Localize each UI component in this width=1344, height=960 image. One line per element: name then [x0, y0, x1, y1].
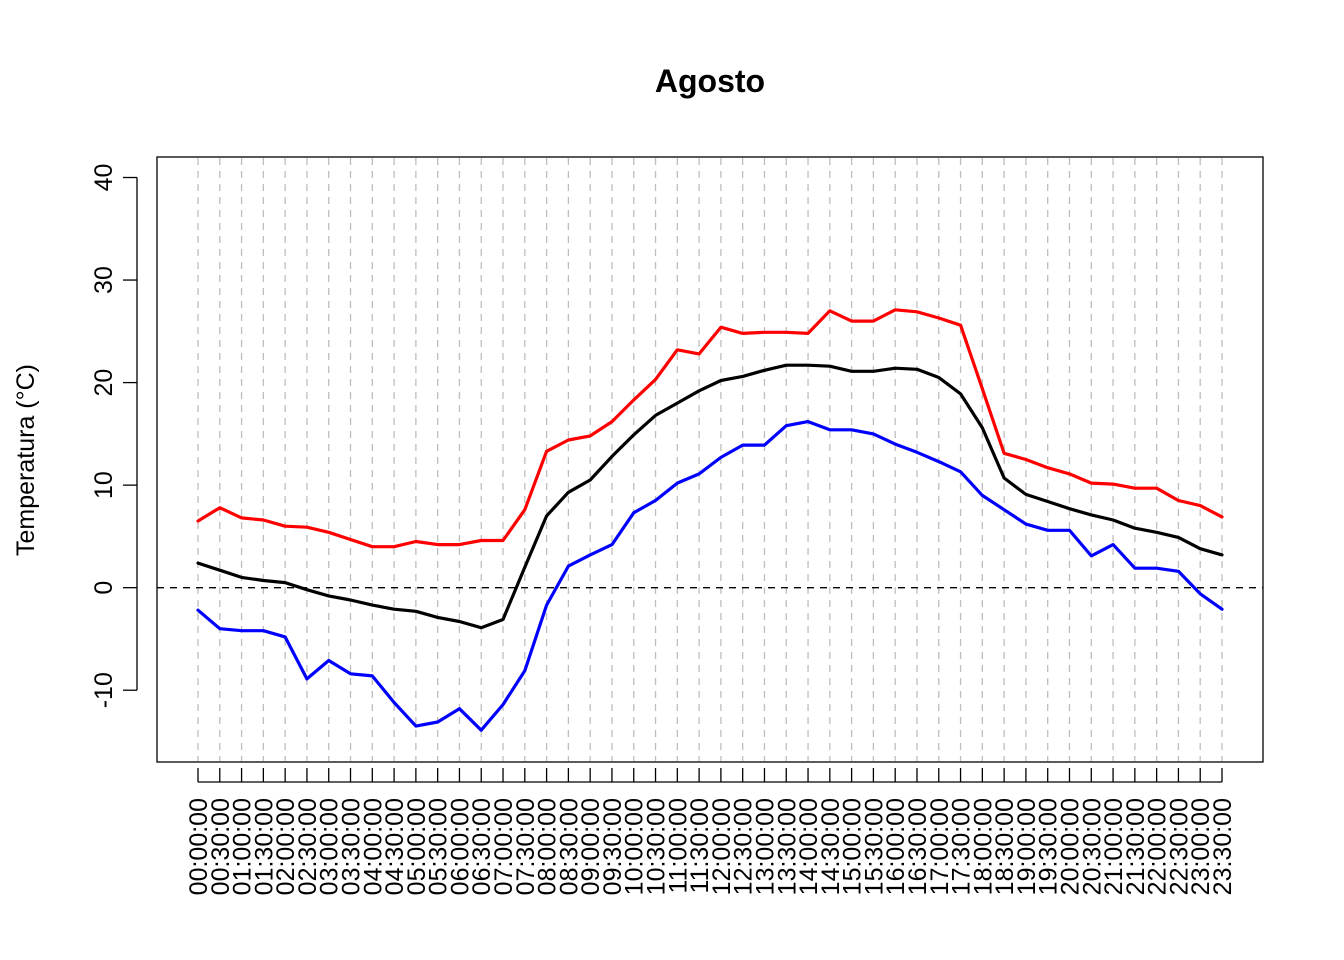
- x-tick-label: 01:30:00: [250, 798, 278, 895]
- x-tick-label: 15:00:00: [839, 798, 867, 895]
- x-tick-label: 20:00:00: [1056, 798, 1084, 895]
- x-tick-label: 21:30:00: [1122, 798, 1150, 895]
- x-tick-label: 20:30:00: [1078, 798, 1106, 895]
- x-tick-label: 08:30:00: [555, 798, 583, 895]
- x-tick-label: 04:30:00: [381, 798, 409, 895]
- series-line-2: [196, 363, 1224, 630]
- x-tick-label: 05:00:00: [403, 798, 431, 895]
- x-tick-label: 13:30:00: [773, 798, 801, 895]
- x-tick-label: 02:30:00: [294, 798, 322, 895]
- x-tick-label: 23:30:00: [1209, 798, 1237, 895]
- x-tick-label: 22:00:00: [1144, 798, 1172, 895]
- x-tick-label: 05:30:00: [425, 798, 453, 895]
- x-tick-label: 00:30:00: [207, 798, 235, 895]
- y-tick-label: 40: [90, 164, 118, 192]
- series-line-3: [196, 420, 1224, 732]
- x-tick-label: 04:00:00: [359, 798, 387, 895]
- x-tick-label: 10:30:00: [643, 798, 671, 895]
- x-tick-label: 03:30:00: [338, 798, 366, 895]
- x-tick-label: 22:30:00: [1165, 798, 1193, 895]
- x-tick-label: 21:00:00: [1100, 798, 1128, 895]
- x-tick-label: 11:00:00: [664, 798, 692, 893]
- x-tick-label: 14:30:00: [817, 798, 845, 895]
- series-lines: [196, 308, 1224, 732]
- x-tick-label: 11:30:00: [686, 798, 714, 893]
- y-tick-label: 10: [90, 471, 118, 499]
- x-tick-label: 16:00:00: [882, 798, 910, 895]
- x-tick-label: 06:00:00: [446, 798, 474, 895]
- y-axis: -10 0 10 20 30 40: [90, 164, 138, 708]
- x-tick-label: 17:00:00: [926, 798, 954, 895]
- x-tick-label: 12:00:00: [708, 798, 736, 895]
- x-tick-label: 18:00:00: [969, 798, 997, 895]
- x-tick-label: 19:30:00: [1035, 798, 1063, 895]
- y-tick-label: -10: [90, 672, 118, 708]
- x-tick-label: 13:00:00: [751, 798, 779, 895]
- x-tick-label: 07:00:00: [490, 798, 518, 895]
- series-line-1: [196, 308, 1224, 549]
- x-axis: 00:00:0000:30:0001:00:0001:30:0002:00:00…: [185, 768, 1237, 895]
- chart-title: Agosto: [655, 63, 765, 99]
- y-tick-label: 0: [90, 581, 118, 595]
- grid-lines: [197, 158, 1223, 761]
- x-tick-label: 02:00:00: [272, 798, 300, 895]
- x-tick-label: 12:30:00: [730, 798, 758, 895]
- y-tick-label: 20: [90, 369, 118, 397]
- x-tick-label: 17:30:00: [948, 798, 976, 895]
- x-tick-label: 14:00:00: [795, 798, 823, 895]
- x-tick-label: 09:00:00: [577, 798, 605, 895]
- x-tick-label: 08:00:00: [534, 798, 562, 895]
- x-tick-label: 03:00:00: [316, 798, 344, 895]
- x-tick-label: 09:30:00: [599, 798, 627, 895]
- x-tick-label: 00:00:00: [185, 798, 213, 895]
- x-tick-label: 07:30:00: [512, 798, 540, 895]
- x-tick-label: 01:00:00: [229, 798, 257, 895]
- x-tick-label: 23:00:00: [1187, 798, 1215, 895]
- y-axis-label: Temperatura (°C): [12, 364, 40, 556]
- x-tick-label: 10:00:00: [621, 798, 649, 895]
- x-tick-label: 16:30:00: [904, 798, 932, 895]
- x-tick-label: 19:00:00: [1013, 798, 1041, 895]
- y-tick-label: 30: [90, 266, 118, 294]
- x-tick-label: 06:30:00: [468, 798, 496, 895]
- x-tick-label: 18:30:00: [991, 798, 1019, 895]
- plot-frame: [156, 156, 1264, 763]
- x-tick-label: 15:30:00: [860, 798, 888, 895]
